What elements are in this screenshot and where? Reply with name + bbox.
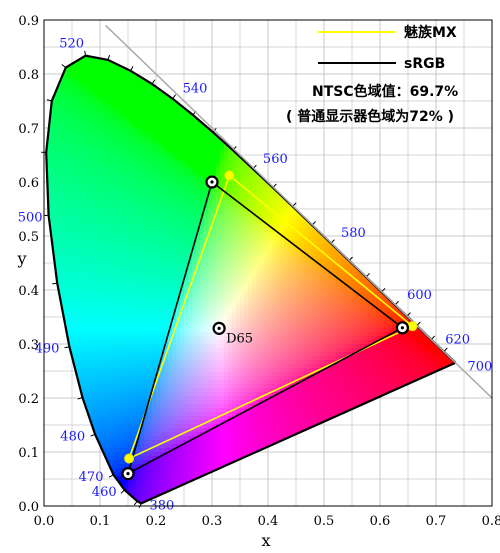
wavelength-label: 700 [467,360,492,375]
x-tick-label: 0.8 [482,514,500,529]
locus-tick [108,474,114,478]
legend: 魅族MX sRGB [318,24,457,72]
x-tick-label: 0.0 [34,514,55,529]
vertex-srgb-center [126,472,130,476]
wavelength-label: 540 [183,82,208,97]
x-tick-label: 0.5 [314,514,335,529]
y-tick-label: 0.6 [18,176,39,191]
y-tick-label: 0.3 [18,338,39,353]
locus-tick [416,321,421,326]
vertex-srgb-center [210,180,214,184]
unity-diagonal-line [105,24,493,399]
wavelength-label: 600 [407,288,432,303]
locus-tick [172,94,176,99]
x-tick-label: 0.4 [258,514,279,529]
y-axis-title: y [16,249,26,268]
x-tick-label: 0.3 [202,514,223,529]
x-tick-label: 0.6 [370,514,391,529]
legend-label-meizu: 魅族MX [404,24,457,41]
locus-tick [84,50,87,56]
locus-tick [130,66,134,72]
wavelength-label: 500 [18,210,43,225]
locus-tick [151,79,156,85]
vertex-srgb-center [400,326,404,330]
plot-frame [43,19,493,507]
y-tick-label: 0.0 [18,500,39,515]
y-tick-label: 0.9 [18,14,39,29]
y-tick-label: 0.1 [18,446,39,461]
x-axis-ticks: 0.0 0.1 0.2 0.3 0.4 0.5 0.6 0.7 0.8 [34,514,500,529]
y-tick-label: 0.7 [18,122,39,137]
wavelength-label: 490 [35,342,60,357]
triangle-meizu [127,174,414,461]
x-tick-label: 0.7 [426,514,447,529]
y-tick-label: 0.2 [18,392,39,407]
locus-tick [77,397,83,400]
triangle-srgb [126,180,404,476]
locus-tick [430,335,436,340]
ntsc-gamut-note: NTSC色域值：69.7% [312,83,458,100]
x-axis-title: x [261,531,270,550]
locus-tick [61,64,67,68]
wavelength-label: 580 [341,226,366,241]
vertex-meizu [124,453,135,464]
wavelength-label: 520 [59,37,84,52]
locus-tick [90,433,96,437]
y-tick-label: 0.5 [18,230,39,245]
locus-tick [64,346,70,349]
y-tick-label: 0.8 [18,68,39,83]
x-tick-label: 0.1 [90,514,111,529]
x-tick-label: 0.2 [146,514,167,529]
y-tick-label: 0.4 [18,284,39,299]
wavelength-label: 480 [60,429,85,444]
normal-monitor-note: ( 普通显示器色域为72% ) [286,108,454,125]
locus-tick [52,282,58,285]
vertex-meizu [224,170,235,181]
white-point-center [217,326,221,330]
white-point-d65: D65 [212,321,253,346]
locus-tick [133,500,138,506]
locus-tick [107,54,111,61]
y-axis-ticks: 0.0 0.1 0.2 0.3 0.4 0.5 0.6 0.7 0.8 0.9 [18,14,39,515]
wavelength-label: 620 [445,333,470,348]
line-of-purples [141,361,456,505]
locus-tick [46,99,52,102]
locus-tick [120,489,125,494]
legend-label-srgb: sRGB [404,56,445,72]
wavelength-label: 470 [79,470,104,485]
locus-tick [443,347,448,352]
wavelength-label: 460 [92,485,117,500]
wavelength-label: 560 [263,152,288,167]
vertex-meizu [407,321,418,332]
gamut-triangles [121,170,418,481]
white-point-label: D65 [226,331,253,346]
